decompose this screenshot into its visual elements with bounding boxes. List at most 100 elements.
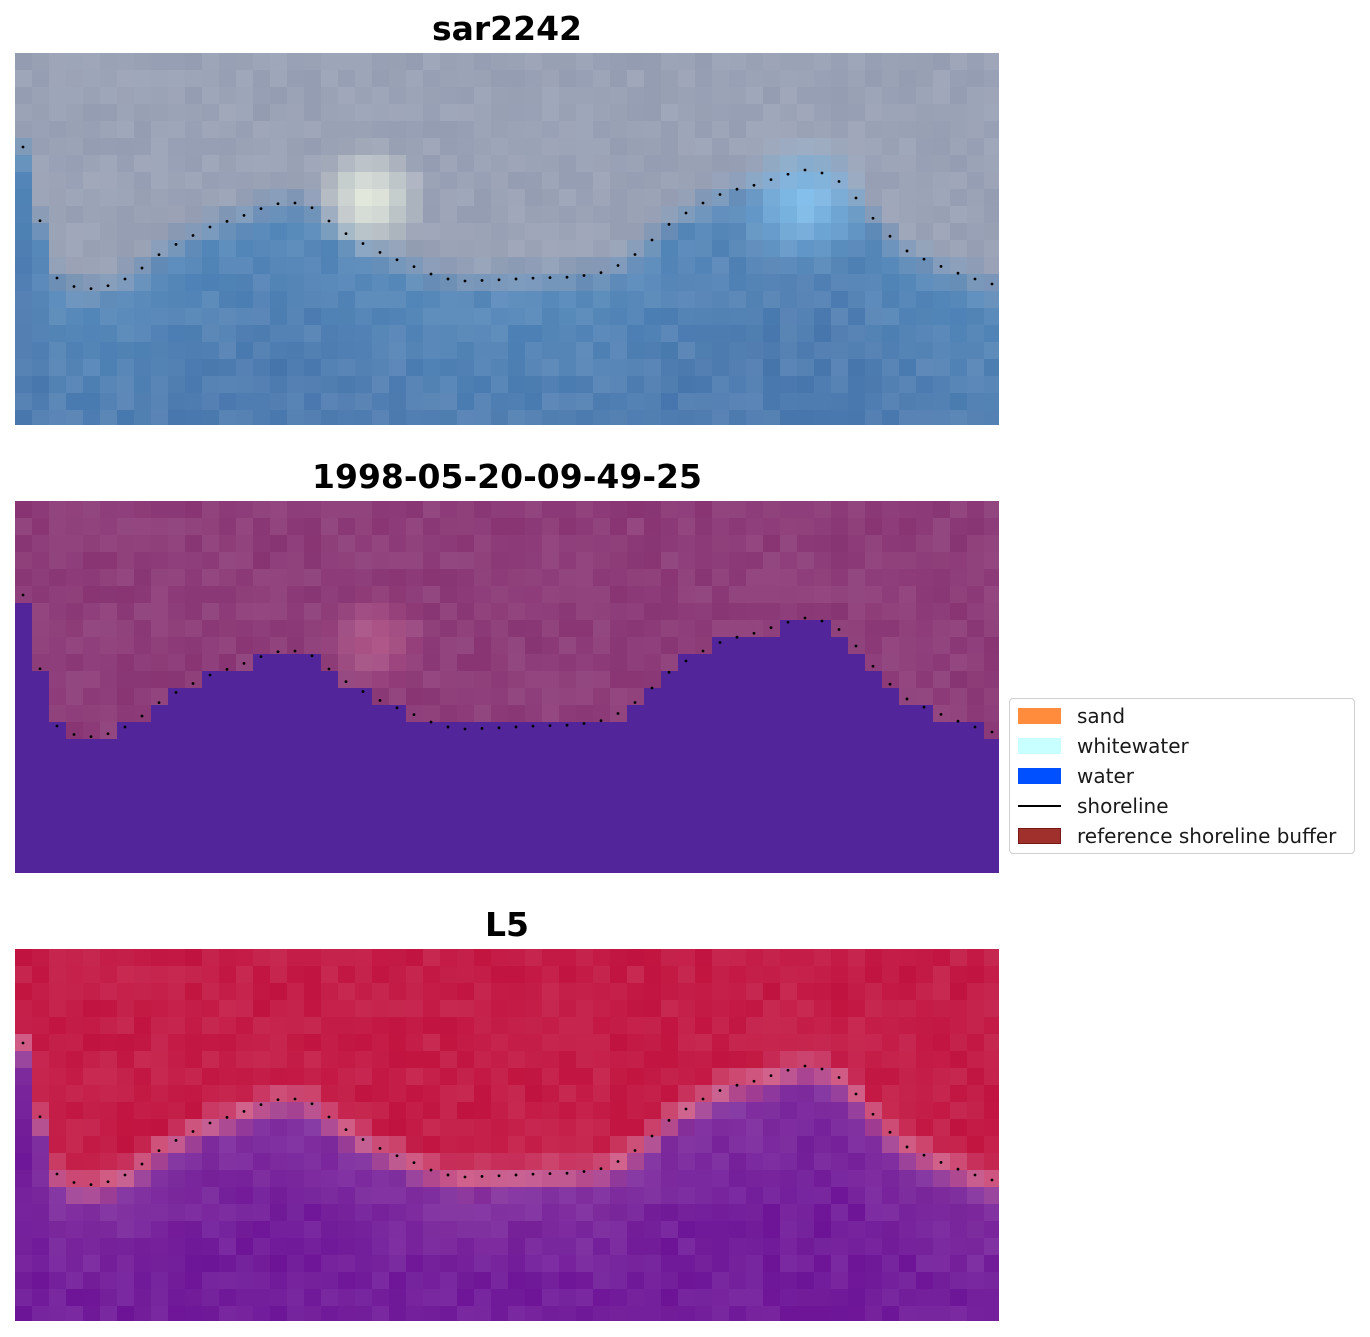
image-pixel	[882, 790, 900, 808]
image-pixel	[525, 858, 543, 873]
image-pixel	[508, 966, 526, 984]
image-pixel	[525, 824, 543, 842]
shoreline-point	[990, 730, 994, 734]
image-pixel	[627, 325, 645, 343]
image-pixel	[304, 393, 322, 411]
shoreline-point	[38, 667, 42, 671]
image-pixel	[338, 189, 356, 207]
image-pixel	[831, 376, 849, 394]
shoreline-point	[837, 180, 841, 183]
image-pixel	[610, 291, 628, 309]
image-pixel	[270, 104, 288, 122]
image-pixel	[814, 841, 832, 859]
image-pixel	[508, 773, 526, 791]
image-pixel	[627, 376, 645, 394]
image-pixel	[151, 841, 169, 859]
image-pixel	[695, 949, 713, 967]
image-pixel	[491, 325, 509, 343]
image-pixel	[508, 518, 526, 536]
image-pixel	[712, 739, 730, 757]
image-pixel	[389, 1221, 407, 1239]
image-pixel	[202, 1289, 220, 1307]
image-pixel	[134, 1238, 152, 1256]
image-pixel	[117, 1136, 135, 1154]
image-pixel	[695, 257, 713, 275]
image-pixel	[831, 671, 849, 689]
image-pixel	[814, 756, 832, 774]
image-pixel	[474, 1068, 492, 1086]
shoreline-point	[55, 276, 59, 280]
shoreline-point	[293, 649, 297, 653]
image-pixel	[287, 739, 305, 757]
image-pixel	[457, 291, 475, 309]
image-pixel	[304, 376, 322, 394]
image-pixel	[270, 858, 288, 873]
image-pixel	[134, 1153, 152, 1171]
image-pixel	[202, 1238, 220, 1256]
image-pixel	[610, 1000, 628, 1018]
image-pixel	[185, 841, 203, 859]
image-pixel	[168, 257, 186, 275]
image-pixel	[695, 240, 713, 258]
image-pixel	[389, 1017, 407, 1035]
image-pixel	[984, 1153, 999, 1171]
image-pixel	[967, 654, 985, 672]
image-pixel	[661, 569, 679, 587]
image-pixel	[151, 138, 169, 156]
image-pixel	[66, 1221, 84, 1239]
image-pixel	[695, 53, 713, 71]
image-pixel	[882, 841, 900, 859]
image-pixel	[576, 739, 594, 757]
image-pixel	[202, 705, 220, 723]
image-pixel	[848, 410, 866, 425]
image-pixel	[83, 138, 101, 156]
image-pixel	[831, 949, 849, 967]
image-pixel	[338, 410, 356, 425]
image-pixel	[882, 1204, 900, 1222]
image-pixel	[865, 172, 883, 190]
image-pixel	[950, 1017, 968, 1035]
image-pixel	[304, 359, 322, 377]
image-pixel	[168, 104, 186, 122]
image-pixel	[338, 603, 356, 621]
shoreline-point	[582, 274, 586, 277]
image-pixel	[576, 569, 594, 587]
image-pixel	[253, 773, 271, 791]
image-pixel	[627, 773, 645, 791]
image-pixel	[372, 1085, 390, 1103]
shoreline-point	[616, 712, 620, 715]
image-pixel	[423, 1102, 441, 1120]
image-pixel	[32, 1306, 50, 1321]
image-pixel	[627, 569, 645, 587]
image-pixel	[32, 552, 50, 570]
image-pixel	[576, 376, 594, 394]
image-pixel	[236, 393, 254, 411]
image-pixel	[797, 1170, 815, 1188]
image-pixel	[355, 138, 373, 156]
image-pixel	[474, 206, 492, 224]
image-pixel	[406, 756, 424, 774]
image-pixel	[899, 291, 917, 309]
image-pixel	[457, 637, 475, 655]
image-pixel	[338, 274, 356, 292]
image-pixel	[695, 1068, 713, 1086]
image-pixel	[746, 1187, 764, 1205]
image-pixel	[270, 790, 288, 808]
image-pixel	[338, 240, 356, 258]
image-pixel	[559, 807, 577, 825]
image-pixel	[916, 722, 934, 740]
image-pixel	[593, 722, 611, 740]
image-pixel	[797, 501, 815, 519]
image-pixel	[661, 189, 679, 207]
image-pixel	[423, 586, 441, 604]
image-pixel	[848, 1051, 866, 1069]
image-pixel	[253, 189, 271, 207]
image-pixel	[355, 824, 373, 842]
image-pixel	[219, 1085, 237, 1103]
image-pixel	[49, 53, 67, 71]
image-pixel	[865, 325, 883, 343]
image-pixel	[457, 966, 475, 984]
image-pixel	[168, 586, 186, 604]
image-pixel	[389, 291, 407, 309]
image-pixel	[32, 637, 50, 655]
